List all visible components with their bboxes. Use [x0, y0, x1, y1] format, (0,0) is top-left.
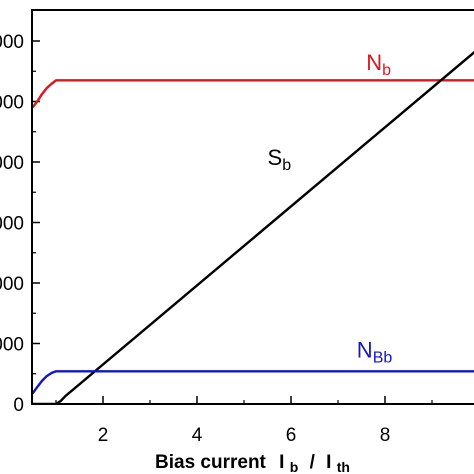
plot-frame	[31, 9, 474, 405]
sb-label: Sb	[268, 145, 292, 174]
nbb-label: NBb	[357, 337, 393, 366]
x-tick-label: 8	[380, 425, 391, 446]
y-axis: 0000000000000000000	[0, 32, 40, 416]
series-lines	[33, 50, 474, 403]
nbb-series-line	[33, 370, 474, 395]
y-tick-label: 000	[0, 93, 24, 114]
x-tick-label: 4	[192, 425, 203, 446]
nb-series-line	[33, 79, 474, 109]
y-tick-label: 0	[13, 395, 24, 416]
series-labels: Nb Sb NBb	[268, 50, 393, 366]
x-tick-label: 6	[286, 425, 297, 446]
sb-series-line	[33, 50, 474, 403]
y-tick-label: 000	[0, 335, 24, 356]
x-axis-label: Bias current I b / I th	[155, 452, 350, 474]
y-tick-label: 000	[0, 32, 24, 53]
nb-label: Nb	[366, 50, 391, 79]
y-tick-label: 000	[0, 274, 24, 295]
y-tick-label: 000	[0, 153, 24, 174]
x-tick-label: 2	[98, 425, 109, 446]
y-tick-label: 000	[0, 214, 24, 235]
